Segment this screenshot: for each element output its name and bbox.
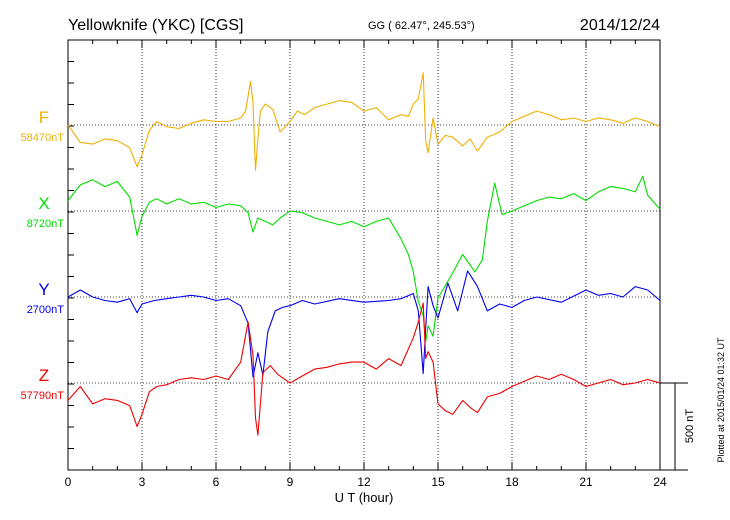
scale-bar: 500 nT [660, 382, 696, 471]
x-tick-label: 0 [65, 475, 72, 489]
station-coords: GG ( 62.47°, 245.53°) [368, 20, 475, 32]
data-series [67, 72, 661, 436]
x-axis-label: U T (hour) [335, 490, 394, 505]
x-tick-label: 9 [287, 475, 294, 489]
x-tick-label: 21 [579, 475, 593, 489]
series-name-z: Z [39, 366, 49, 385]
plotted-timestamp: Plotted at 2015/01/24 01:32 UT [716, 337, 726, 463]
series-name-x: X [38, 194, 49, 213]
chart-date: 2014/12/24 [580, 17, 660, 34]
x-tick-label: 18 [505, 475, 519, 489]
series-line-z [67, 302, 661, 436]
series-labels: F 58470nT X 8720nT Y 2700nT Z 57790nT [21, 108, 65, 402]
plot-frame [67, 39, 661, 471]
series-name-y: Y [38, 280, 49, 299]
x-tick-label: 15 [431, 475, 445, 489]
series-line-x [67, 175, 661, 343]
series-baseline-f: 58470nT [21, 132, 65, 144]
x-tick-label: 6 [213, 475, 220, 489]
series-baseline-z: 57790nT [21, 390, 65, 402]
axis-ticks [67, 39, 661, 471]
x-tick-label: 12 [357, 475, 371, 489]
x-tick-label: 3 [139, 475, 146, 489]
grid-lines [68, 40, 660, 470]
series-line-y [67, 270, 661, 378]
x-tick-labels: 0 3 6 9 12 15 18 21 24 [65, 475, 667, 489]
station-title: Yellowknife (YKC) [CGS] [68, 17, 243, 34]
series-name-f: F [39, 108, 49, 127]
series-line-f [67, 72, 661, 171]
scale-bar-label: 500 nT [684, 409, 696, 444]
series-baseline-x: 8720nT [27, 218, 65, 230]
series-baseline-y: 2700nT [27, 304, 65, 316]
x-tick-label: 24 [653, 475, 667, 489]
